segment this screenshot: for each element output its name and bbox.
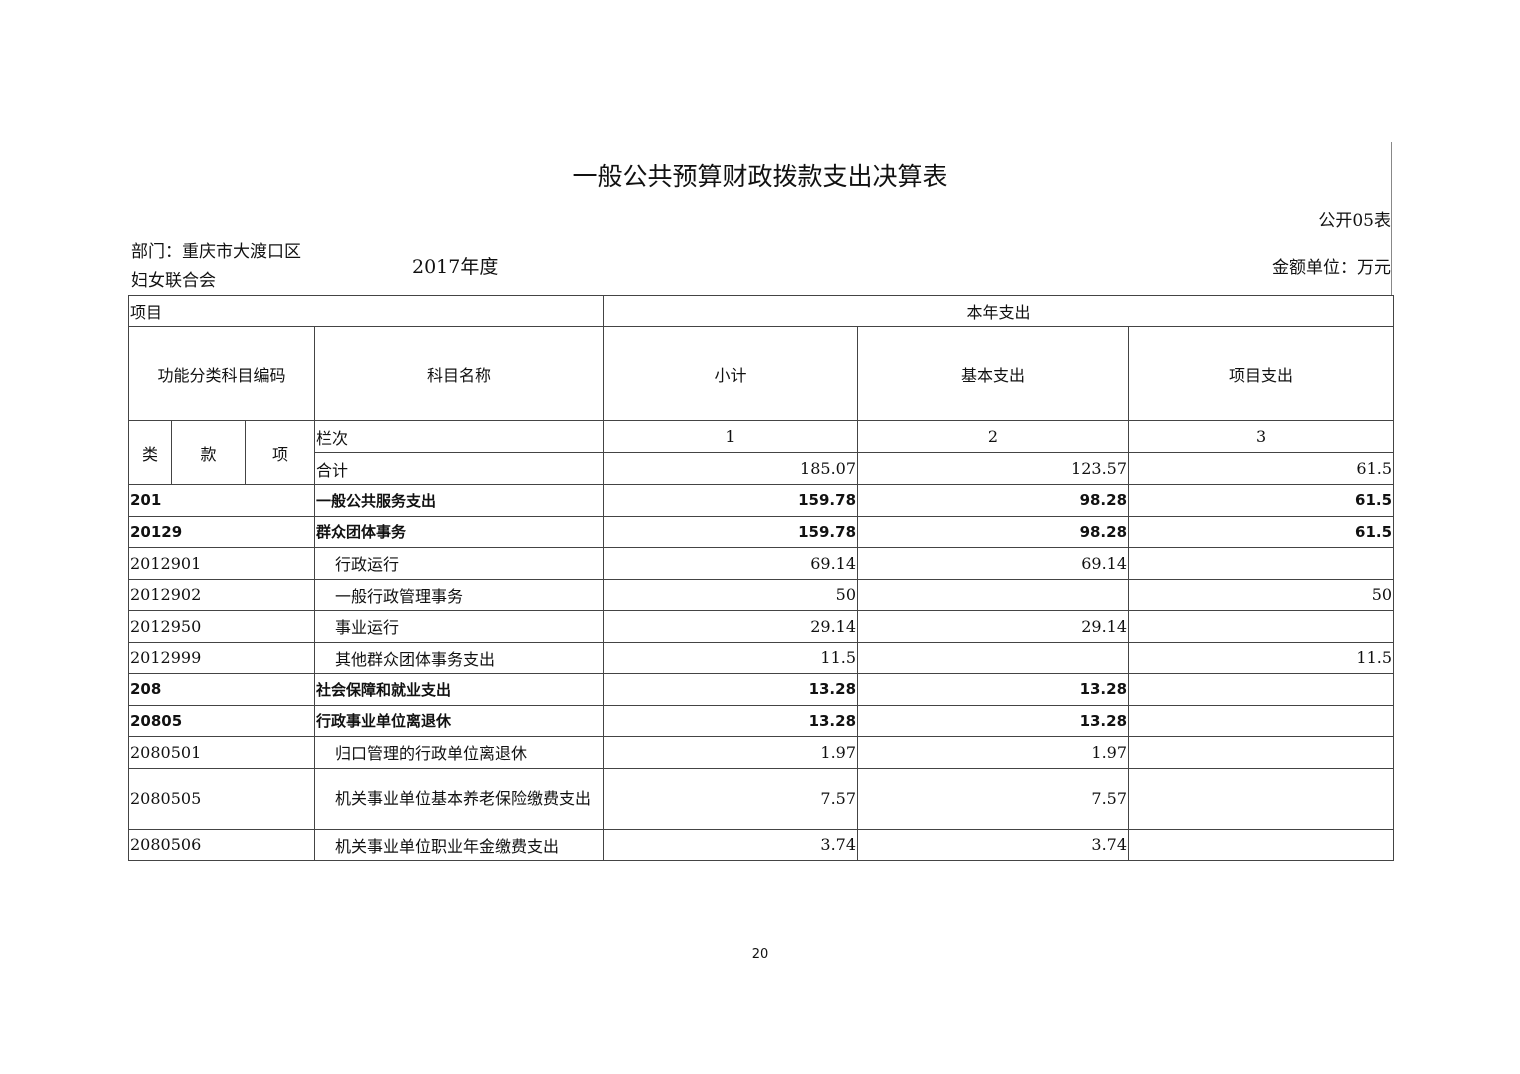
row-basic: 1.97 xyxy=(857,736,1130,769)
page-number: 20 xyxy=(751,947,769,962)
row-name: 社会保障和就业支出 xyxy=(313,673,605,706)
row-name: 事业运行 xyxy=(313,610,605,643)
table-row: 2012999 其他群众团体事务支出 11.5 11.5 xyxy=(128,641,1395,674)
total-basic: 123.57 xyxy=(857,452,1130,485)
row-code: 2080506 xyxy=(128,828,315,861)
row-basic: 98.28 xyxy=(857,484,1130,517)
row-basic xyxy=(857,578,1130,611)
total-project: 61.5 xyxy=(1128,452,1395,485)
table-row: 2012901 行政运行 69.14 69.14 xyxy=(128,547,1395,580)
table-row: 20805 行政事业单位离退休 13.28 13.28 xyxy=(128,704,1395,737)
row-project xyxy=(1128,767,1395,830)
row-name: 其他群众团体事务支出 xyxy=(313,641,605,674)
table-row: 201 一般公共服务支出 159.78 98.28 61.5 xyxy=(128,484,1395,517)
row-code: 208 xyxy=(128,673,315,706)
table-row: 2012950 事业运行 29.14 29.14 xyxy=(128,610,1395,643)
row-basic: 7.57 xyxy=(857,767,1130,830)
border-line xyxy=(1391,142,1392,295)
header-name: 科目名称 xyxy=(313,326,605,421)
row-subtotal: 1.97 xyxy=(603,736,859,769)
row-name: 行政运行 xyxy=(313,547,605,580)
table-row: 2012902 一般行政管理事务 50 50 xyxy=(128,578,1395,611)
row-project: 11.5 xyxy=(1128,641,1395,674)
row-subtotal: 159.78 xyxy=(603,515,859,548)
row-code: 20805 xyxy=(128,704,315,737)
row-subtotal: 11.5 xyxy=(603,641,859,674)
table-number: 公开05表 xyxy=(1318,211,1391,231)
row-name: 一般公共服务支出 xyxy=(313,484,605,517)
row-code: 2012902 xyxy=(128,578,315,611)
row-name: 群众团体事务 xyxy=(313,515,605,548)
header-project: 项目支出 xyxy=(1128,326,1395,421)
table-row: 2080501 归口管理的行政单位离退休 1.97 1.97 xyxy=(128,736,1395,769)
row-project xyxy=(1128,828,1395,861)
row-project xyxy=(1128,610,1395,643)
row-name: 行政事业单位离退休 xyxy=(313,704,605,737)
header-item: 项目 xyxy=(127,295,605,327)
row-code: 2012901 xyxy=(128,547,315,580)
row-basic: 3.74 xyxy=(857,828,1130,861)
header-column-no: 栏次 xyxy=(313,420,605,453)
total-label: 合计 xyxy=(313,452,605,485)
header-xiang: 项 xyxy=(245,420,315,485)
row-subtotal: 7.57 xyxy=(603,767,859,830)
row-subtotal: 13.28 xyxy=(603,704,859,737)
row-basic: 29.14 xyxy=(857,610,1130,643)
row-project: 61.5 xyxy=(1128,484,1395,517)
page-title: 一般公共预算财政拨款支出决算表 xyxy=(572,162,948,191)
row-project: 50 xyxy=(1128,578,1395,611)
table-row: 208 社会保障和就业支出 13.28 13.28 xyxy=(128,673,1395,706)
row-code: 2012999 xyxy=(128,641,315,674)
row-name: 机关事业单位基本养老保险缴费支出 xyxy=(313,767,605,830)
header-kuan: 款 xyxy=(171,420,246,485)
row-code: 2080505 xyxy=(128,767,315,830)
row-basic: 13.28 xyxy=(857,673,1130,706)
col-no-1: 1 xyxy=(603,420,859,453)
row-project: 61.5 xyxy=(1128,515,1395,548)
header-current-year: 本年支出 xyxy=(603,295,1395,327)
fiscal-year: 2017年度 xyxy=(412,256,499,278)
department: 部门：重庆市大渡口区妇女联合会 xyxy=(131,242,301,291)
row-basic: 13.28 xyxy=(857,704,1130,737)
header-code: 功能分类科目编码 xyxy=(128,326,315,421)
table-row: 20129 群众团体事务 159.78 98.28 61.5 xyxy=(128,515,1395,548)
row-subtotal: 69.14 xyxy=(603,547,859,580)
row-code: 20129 xyxy=(128,515,315,548)
row-name: 归口管理的行政单位离退休 xyxy=(313,736,605,769)
row-project xyxy=(1128,704,1395,737)
row-name: 一般行政管理事务 xyxy=(313,578,605,611)
row-code: 2080501 xyxy=(128,736,315,769)
row-code: 2012950 xyxy=(128,610,315,643)
row-project xyxy=(1128,547,1395,580)
row-subtotal: 29.14 xyxy=(603,610,859,643)
header-basic: 基本支出 xyxy=(857,326,1130,421)
row-name: 机关事业单位职业年金缴费支出 xyxy=(313,828,605,861)
header-lei: 类 xyxy=(128,420,172,485)
row-project xyxy=(1128,736,1395,769)
row-project xyxy=(1128,673,1395,706)
amount-unit: 金额单位：万元 xyxy=(1272,258,1391,278)
table-row: 2080506 机关事业单位职业年金缴费支出 3.74 3.74 xyxy=(128,828,1395,861)
row-subtotal: 50 xyxy=(603,578,859,611)
row-code: 201 xyxy=(128,484,315,517)
row-subtotal: 13.28 xyxy=(603,673,859,706)
header-subtotal: 小计 xyxy=(603,326,859,421)
row-subtotal: 3.74 xyxy=(603,828,859,861)
col-no-2: 2 xyxy=(857,420,1130,453)
row-subtotal: 159.78 xyxy=(603,484,859,517)
row-basic xyxy=(857,641,1130,674)
row-basic: 69.14 xyxy=(857,547,1130,580)
expenditure-table: 项目 本年支出 功能分类科目编码 科目名称 小计 基本支出 项目支出 类 款 项… xyxy=(127,295,1395,861)
row-basic: 98.28 xyxy=(857,515,1130,548)
total-subtotal: 185.07 xyxy=(603,452,859,485)
table-row: 2080505 机关事业单位基本养老保险缴费支出 7.57 7.57 xyxy=(128,767,1395,830)
col-no-3: 3 xyxy=(1128,420,1395,453)
